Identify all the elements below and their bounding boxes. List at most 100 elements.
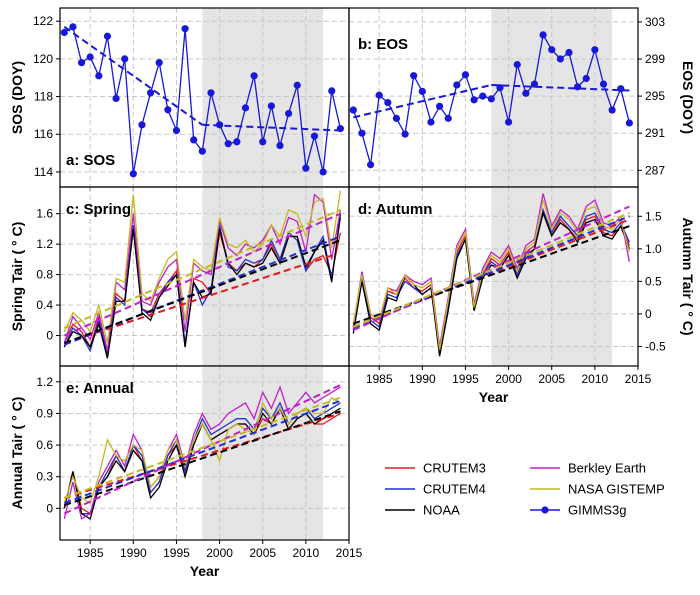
series-line-annual-berkley-earth-trend <box>63 384 341 515</box>
y-axis-label-sos: SOS (DOY) <box>9 61 25 134</box>
series-line-spring-nasa-gistemp-trend <box>63 208 341 329</box>
data-point-sos-1987 <box>103 32 112 40</box>
ytick-label-eos-2: 295 <box>645 89 665 103</box>
data-point-sos-1988 <box>112 94 120 103</box>
data-point-sos-1983 <box>69 23 77 31</box>
data-point-sos-1999 <box>207 89 215 97</box>
series-line-spring-nasa-gistemp <box>63 190 342 344</box>
series-line-sos-trend-1 <box>63 25 203 126</box>
panel-eos: 287 291 295 299 303 EOS (DOY) b: EOS <box>348 7 696 191</box>
data-point-eos-2005 <box>548 46 556 54</box>
panel-title-autumn: d: Autumn <box>358 201 432 218</box>
ytick-label-annual-3: 0.9 <box>36 406 53 420</box>
data-point-sos-1990 <box>129 170 137 178</box>
data-point-eos-1991 <box>427 118 435 126</box>
xtick-label-annual-2000: 2000 <box>206 546 233 560</box>
data-point-eos-2014 <box>625 119 633 127</box>
legend-item-berkley-earth: Berkley Earth <box>530 461 646 476</box>
data-point-sos-2008 <box>285 109 293 118</box>
data-point-eos-2009 <box>582 74 590 83</box>
data-point-eos-1993 <box>444 114 452 122</box>
data-point-eos-2012 <box>608 106 616 114</box>
ytick-label-autumn-0: -0.5 <box>645 339 666 353</box>
xtick-label-annual-1990: 1990 <box>120 546 147 560</box>
ytick-label-eos-1: 291 <box>645 126 665 140</box>
data-point-eos-2006 <box>556 55 564 63</box>
legend-marker-gimms3g <box>541 506 549 514</box>
xtick-label-annual-1985: 1985 <box>77 546 104 560</box>
xtick-label-annual-1995: 1995 <box>163 546 190 560</box>
data-point-eos-1984 <box>366 161 375 169</box>
ytick-label-annual-4: 1.2 <box>36 375 53 389</box>
data-point-sos-1998 <box>198 147 206 155</box>
data-point-sos-2004 <box>250 72 258 80</box>
data-point-eos-1996 <box>470 96 478 104</box>
data-point-eos-1998 <box>487 95 495 103</box>
series-annual <box>63 384 341 520</box>
data-point-sos-2007 <box>276 141 284 150</box>
legend-item-gimms3g: GIMMS3g <box>530 503 627 518</box>
ytick-label-eos-0: 287 <box>645 163 665 177</box>
data-point-sos-2013 <box>328 87 336 95</box>
ytick-label-autumn-4: 1.5 <box>645 209 662 223</box>
series-line-annual-nasa-gistemp-trend <box>63 396 341 499</box>
legend-item-crutem3: CRUTEM3 <box>385 461 486 476</box>
legend-label-berkley-earth: Berkley Earth <box>568 461 646 476</box>
data-point-sos-1993 <box>155 59 163 67</box>
data-point-sos-2010 <box>302 164 310 172</box>
series-line-sos-trend-2 <box>202 123 341 132</box>
data-point-eos-1992 <box>435 102 444 110</box>
data-point-eos-1990 <box>418 87 426 96</box>
series-eos <box>349 31 633 169</box>
data-point-sos-2011 <box>310 132 319 140</box>
series-sos <box>60 23 344 178</box>
data-point-sos-2005 <box>259 138 267 146</box>
data-point-eos-2007 <box>565 48 573 57</box>
panel-annual: 0 0.3 0.6 0.9 1.2 1985 1990 1995 2000 2005 2010 201… <box>9 365 363 579</box>
xtick-label-autumn-2015: 2015 <box>625 372 652 386</box>
series-line-autumn-berkley-earth <box>352 193 631 347</box>
data-point-eos-2004 <box>539 31 547 39</box>
series-line-spring-crutem3-trend <box>63 254 333 345</box>
ytick-label-autumn-2: 0.5 <box>645 274 662 288</box>
series-line-eos-trend-2 <box>491 84 630 92</box>
ytick-label-sos-3: 120 <box>33 52 53 66</box>
gridlines-sos <box>60 8 349 187</box>
data-point-sos-1996 <box>181 25 189 33</box>
legend-label-crutem4: CRUTEM4 <box>423 482 486 497</box>
data-point-eos-1994 <box>453 81 461 89</box>
ytick-label-autumn-3: 1.0 <box>645 242 662 256</box>
data-point-eos-1986 <box>384 99 392 107</box>
panel-title-eos: b: EOS <box>358 36 408 53</box>
legend-item-crutem4: CRUTEM4 <box>385 482 486 497</box>
y-axis-label-annual: Annual Tair ( ° C) <box>9 397 25 510</box>
legend: CRUTEM3 Berkley Earth CRUTEM4 NASA GISTEMP N… <box>385 461 665 518</box>
series-line-autumn-nasa-gistemp-trend <box>352 212 630 328</box>
legend-item-noaa: NOAA <box>385 503 460 518</box>
ytick-label-sos-4: 122 <box>33 14 53 28</box>
data-point-eos-1985 <box>375 91 383 99</box>
panel-title-annual: e: Annual <box>66 380 134 397</box>
ytick-label-sos-2: 118 <box>34 90 53 104</box>
legend-label-nasa-gistemp: NASA GISTEMP <box>568 482 665 497</box>
data-point-eos-2000 <box>504 118 513 126</box>
ytick-label-annual-2: 0.6 <box>36 438 53 452</box>
y-axis-label-eos: EOS (DOY) <box>680 61 696 134</box>
data-point-sos-1985 <box>86 53 94 61</box>
series-line-spring-berkley-earth-trend <box>63 212 341 337</box>
panel-sos: 114 116 118 120 122 SOS (DOY) a: SOS <box>9 7 350 191</box>
legend-item-nasa-gistemp: NASA GISTEMP <box>530 482 665 497</box>
x-axis-label-autumn: Year <box>479 389 509 405</box>
data-point-sos-1989 <box>121 55 129 63</box>
y-axis-label-spring: Spring Tair ( ° C) <box>9 222 25 332</box>
series-line-autumn-nasa-gistemp <box>352 199 631 350</box>
ytick-label-spring-4: 1.6 <box>36 207 53 221</box>
data-point-sos-1982 <box>60 28 68 37</box>
gridlines-spring <box>60 187 349 366</box>
x-axis-label-annual: Year <box>190 563 220 579</box>
data-point-eos-2010 <box>591 46 599 54</box>
data-point-eos-1997 <box>479 92 487 100</box>
series-spring <box>63 190 342 359</box>
